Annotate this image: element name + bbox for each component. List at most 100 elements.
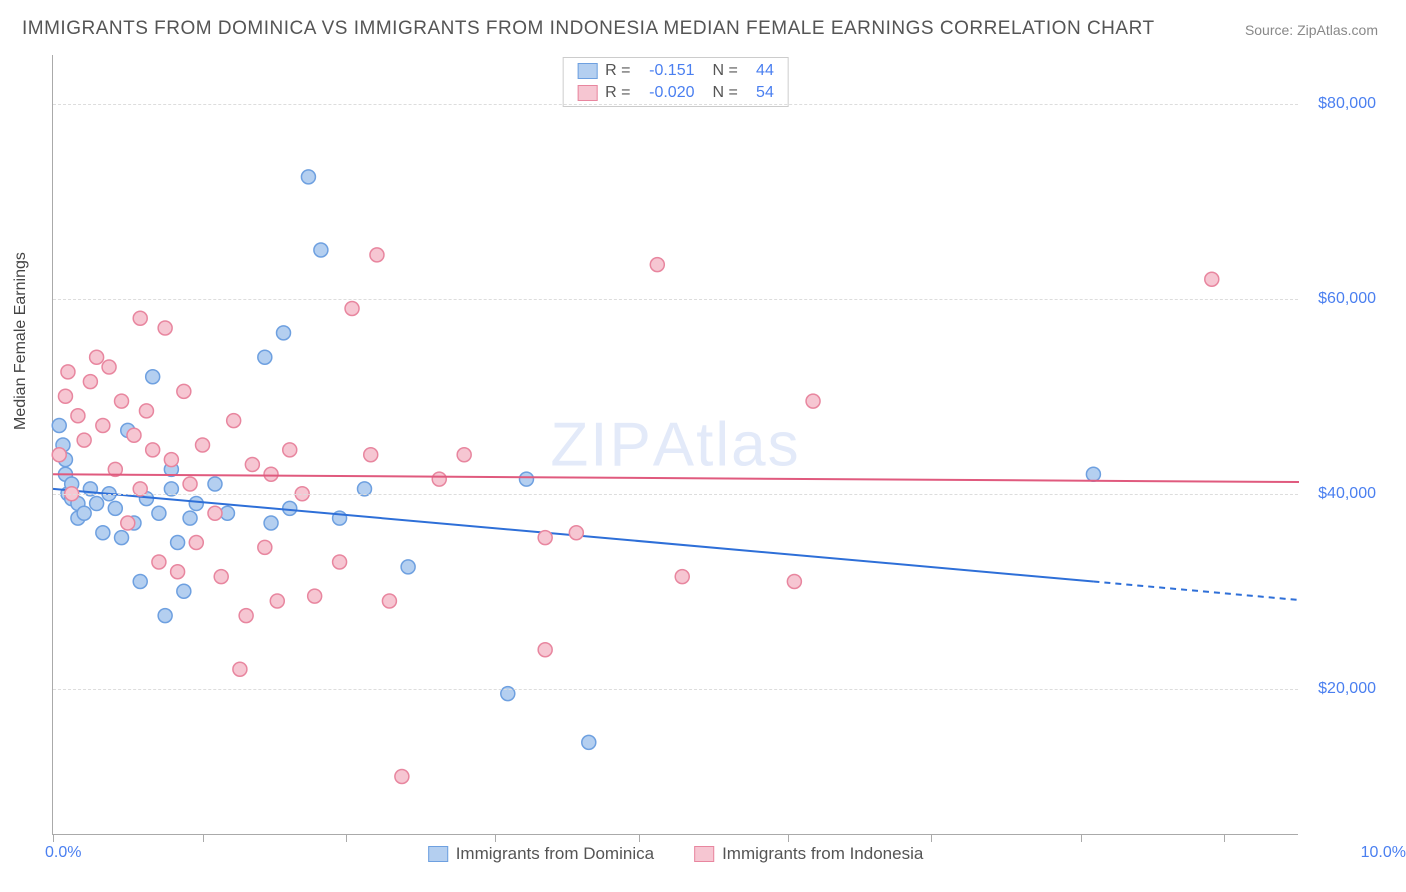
data-point (102, 360, 116, 374)
data-point (152, 506, 166, 520)
data-point (133, 311, 147, 325)
data-point (787, 575, 801, 589)
data-point (77, 506, 91, 520)
legend-stats-row: R = -0.151 N = 44 (563, 60, 788, 82)
x-tick-mark (346, 834, 347, 842)
legend-n-label: N = (713, 84, 738, 102)
plot-area: ZIPAtlas R =-0.151N =44R =-0.020N =54 Im… (52, 55, 1298, 835)
x-tick-mark (788, 834, 789, 842)
data-point (457, 448, 471, 462)
data-point (308, 589, 322, 603)
data-point (196, 438, 210, 452)
legend-n-label: N = (713, 62, 738, 80)
data-point (208, 477, 222, 491)
legend-swatch (577, 85, 597, 101)
data-point (189, 497, 203, 511)
data-point (582, 735, 596, 749)
data-point (90, 497, 104, 511)
x-tick-mark (639, 834, 640, 842)
data-point (183, 511, 197, 525)
chart-svg (53, 55, 1298, 834)
data-point (233, 662, 247, 676)
data-point (171, 536, 185, 550)
data-point (214, 570, 228, 584)
data-point (538, 643, 552, 657)
data-point (258, 350, 272, 364)
data-point (364, 448, 378, 462)
data-point (115, 394, 129, 408)
x-tick-mark (1081, 834, 1082, 842)
data-point (382, 594, 396, 608)
x-tick-mark (495, 834, 496, 842)
gridline (53, 494, 1298, 495)
source-attribution: Source: ZipAtlas.com (1245, 22, 1378, 38)
x-tick-mark (931, 834, 932, 842)
data-point (83, 375, 97, 389)
legend-r-value: -0.151 (639, 62, 695, 80)
data-point (177, 584, 191, 598)
x-tick-mark (1224, 834, 1225, 842)
data-point (538, 531, 552, 545)
y-tick-label: $40,000 (1318, 485, 1376, 503)
legend-r-label: R = (605, 62, 630, 80)
y-tick-label: $60,000 (1318, 290, 1376, 308)
data-point (301, 170, 315, 184)
data-point (139, 404, 153, 418)
data-point (208, 506, 222, 520)
data-point (77, 433, 91, 447)
data-point (283, 443, 297, 457)
x-axis-max-label: 10.0% (1361, 844, 1406, 862)
data-point (283, 501, 297, 515)
data-point (189, 536, 203, 550)
data-point (96, 419, 110, 433)
data-point (158, 321, 172, 335)
chart-container: IMMIGRANTS FROM DOMINICA VS IMMIGRANTS F… (0, 0, 1406, 892)
data-point (569, 526, 583, 540)
data-point (245, 458, 259, 472)
legend-n-value: 44 (746, 62, 774, 80)
data-point (395, 770, 409, 784)
legend-r-label: R = (605, 84, 630, 102)
data-point (121, 516, 135, 530)
data-point (115, 531, 129, 545)
data-point (314, 243, 328, 257)
data-point (58, 389, 72, 403)
data-point (146, 443, 160, 457)
y-tick-label: $20,000 (1318, 680, 1376, 698)
data-point (127, 428, 141, 442)
gridline (53, 104, 1298, 105)
legend-series: Immigrants from Dominica Immigrants from … (428, 844, 924, 864)
x-tick-mark (203, 834, 204, 842)
data-point (71, 409, 85, 423)
legend-r-value: -0.020 (639, 84, 695, 102)
data-point (345, 302, 359, 316)
legend-series-label: Immigrants from Dominica (456, 844, 654, 864)
data-point (52, 448, 66, 462)
legend-n-value: 54 (746, 84, 774, 102)
legend-series-item: Immigrants from Dominica (428, 844, 654, 864)
data-point (264, 516, 278, 530)
data-point (258, 540, 272, 554)
data-point (239, 609, 253, 623)
y-axis-label: Median Female Earnings (12, 252, 30, 430)
legend-swatch (577, 63, 597, 79)
legend-stats: R = -0.151 N = 44 R = -0.020 N = 54 (562, 57, 789, 107)
data-point (277, 326, 291, 340)
chart-title: IMMIGRANTS FROM DOMINICA VS IMMIGRANTS F… (22, 18, 1155, 40)
data-point (146, 370, 160, 384)
data-point (370, 248, 384, 262)
legend-swatch (694, 846, 714, 862)
data-point (90, 350, 104, 364)
data-point (96, 526, 110, 540)
data-point (675, 570, 689, 584)
data-point (152, 555, 166, 569)
data-point (432, 472, 446, 486)
gridline (53, 689, 1298, 690)
gridline (53, 299, 1298, 300)
legend-series-item: Immigrants from Indonesia (694, 844, 923, 864)
data-point (1205, 272, 1219, 286)
data-point (133, 575, 147, 589)
x-tick-mark (53, 834, 54, 842)
data-point (61, 365, 75, 379)
x-axis-min-label: 0.0% (45, 844, 81, 862)
